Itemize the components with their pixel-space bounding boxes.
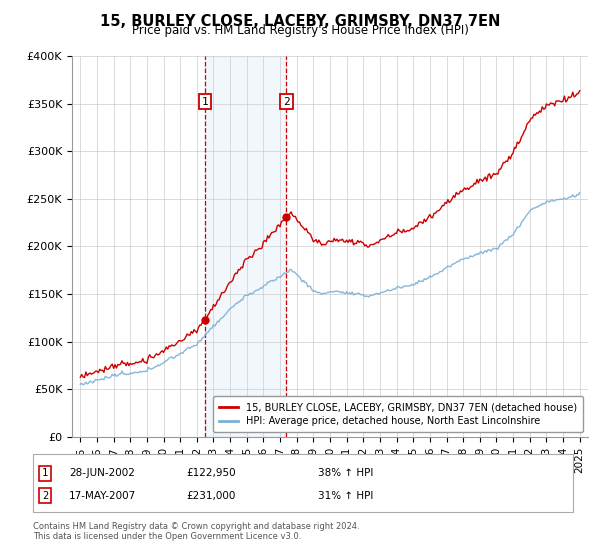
- Text: £122,950: £122,950: [186, 468, 236, 478]
- Text: 2: 2: [42, 491, 48, 501]
- Text: 15, BURLEY CLOSE, LACEBY, GRIMSBY, DN37 7EN: 15, BURLEY CLOSE, LACEBY, GRIMSBY, DN37 …: [100, 14, 500, 29]
- Text: Price paid vs. HM Land Registry's House Price Index (HPI): Price paid vs. HM Land Registry's House …: [131, 24, 469, 37]
- Text: 1: 1: [202, 97, 208, 107]
- Text: 17-MAY-2007: 17-MAY-2007: [69, 491, 136, 501]
- Text: 31% ↑ HPI: 31% ↑ HPI: [318, 491, 373, 501]
- Text: 38% ↑ HPI: 38% ↑ HPI: [318, 468, 373, 478]
- Text: 2: 2: [283, 97, 290, 107]
- Bar: [205, 56, 286, 437]
- Legend: 15, BURLEY CLOSE, LACEBY, GRIMSBY, DN37 7EN (detached house), HPI: Average price: 15, BURLEY CLOSE, LACEBY, GRIMSBY, DN37 …: [213, 396, 583, 432]
- Text: 1: 1: [42, 468, 48, 478]
- Text: 28-JUN-2002: 28-JUN-2002: [69, 468, 135, 478]
- Text: £231,000: £231,000: [186, 491, 235, 501]
- Text: Contains HM Land Registry data © Crown copyright and database right 2024.
This d: Contains HM Land Registry data © Crown c…: [33, 522, 359, 542]
